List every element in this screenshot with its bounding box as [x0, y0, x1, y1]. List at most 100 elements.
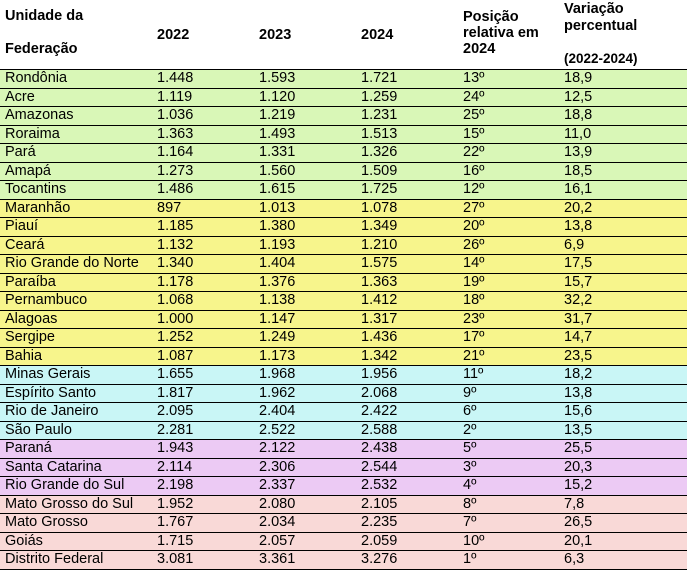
header-uf: Unidade da Federação	[0, 0, 153, 70]
cell-2022: 897	[153, 198, 255, 218]
cell-2024: 2.588	[357, 420, 459, 440]
cell-variacao: 6,9	[560, 235, 687, 255]
cell-2023: 1.376	[255, 272, 357, 292]
cell-variacao: 25,5	[560, 439, 687, 458]
cell-2024: 2.068	[357, 383, 459, 403]
cell-2024: 2.105	[357, 494, 459, 514]
header-2023: 2023	[255, 0, 357, 70]
cell-2022: 2.281	[153, 420, 255, 440]
cell-2024: 1.575	[357, 254, 459, 273]
cell-uf: Minas Gerais	[0, 365, 153, 384]
cell-variacao: 18,9	[560, 69, 687, 88]
cell-2023: 1.120	[255, 87, 357, 107]
header-variacao: Variação percentual (2022-2024)	[560, 0, 687, 70]
header-2022-label: 2022	[157, 27, 190, 43]
cell-2022: 1.164	[153, 143, 255, 162]
cell-2024: 1.326	[357, 143, 459, 162]
cell-2024: 2.059	[357, 531, 459, 551]
cell-variacao: 7,8	[560, 494, 687, 514]
cell-uf: Maranhão	[0, 198, 153, 218]
cell-2023: 1.560	[255, 161, 357, 181]
header-2023-label: 2023	[259, 27, 292, 43]
table-row: Amapá 1.273 1.560 1.509 16º 18,5	[0, 161, 687, 181]
cell-uf: Piauí	[0, 217, 153, 236]
cell-2024: 2.544	[357, 457, 459, 477]
cell-2022: 1.178	[153, 272, 255, 292]
cell-2023: 2.337	[255, 476, 357, 495]
cell-uf: Alagoas	[0, 309, 153, 329]
cell-2024: 1.349	[357, 217, 459, 236]
cell-2024: 1.956	[357, 365, 459, 384]
cell-variacao: 16,1	[560, 180, 687, 199]
cell-2024: 2.422	[357, 402, 459, 421]
table-row: Mato Grosso 1.767 2.034 2.235 7º 26,5	[0, 513, 687, 532]
cell-variacao: 13,8	[560, 217, 687, 236]
cell-2023: 1.173	[255, 346, 357, 366]
table-row: Tocantins 1.486 1.615 1.725 12º 16,1	[0, 180, 687, 199]
cell-variacao: 13,5	[560, 420, 687, 440]
header-variacao-line3: (2022-2024)	[564, 51, 638, 66]
cell-2024: 1.513	[357, 124, 459, 144]
cell-2023: 1.193	[255, 235, 357, 255]
cell-2023: 2.034	[255, 513, 357, 532]
cell-posicao: 9º	[459, 383, 560, 403]
cell-2023: 2.122	[255, 439, 357, 458]
cell-uf: Rio de Janeiro	[0, 402, 153, 421]
header-uf-line2: Federação	[5, 41, 78, 57]
table-row: Rondônia 1.448 1.593 1.721 13º 18,9	[0, 69, 687, 88]
table-row: Acre 1.119 1.120 1.259 24º 12,5	[0, 87, 687, 107]
cell-posicao: 1º	[459, 550, 560, 570]
cell-2022: 1.340	[153, 254, 255, 273]
cell-posicao: 23º	[459, 309, 560, 329]
data-table: Unidade da Federação 2022 2023 2024 Posi…	[0, 0, 687, 570]
cell-posicao: 8º	[459, 494, 560, 514]
cell-2024: 3.276	[357, 550, 459, 570]
table-row: Pará 1.164 1.331 1.326 22º 13,9	[0, 143, 687, 162]
cell-2023: 1.962	[255, 383, 357, 403]
header-2024-label: 2024	[361, 27, 394, 43]
cell-variacao: 18,8	[560, 106, 687, 125]
cell-posicao: 24º	[459, 87, 560, 107]
cell-posicao: 17º	[459, 328, 560, 347]
table-row: Roraima 1.363 1.493 1.513 15º 11,0	[0, 124, 687, 144]
cell-posicao: 6º	[459, 402, 560, 421]
cell-2022: 1.486	[153, 180, 255, 199]
table-row: Rio Grande do Sul 2.198 2.337 2.532 4º 15,2	[0, 476, 687, 495]
header-variacao-label: Variação percentual	[564, 1, 637, 35]
table-row: Sergipe 1.252 1.249 1.436 17º 14,7	[0, 328, 687, 347]
header-posicao-label: Posição relativa em 2024	[463, 9, 539, 57]
cell-2022: 1.767	[153, 513, 255, 532]
table-header: Unidade da Federação 2022 2023 2024 Posi…	[0, 0, 687, 70]
cell-2023: 1.380	[255, 217, 357, 236]
cell-uf: Paraíba	[0, 272, 153, 292]
table-row: Pernambuco 1.068 1.138 1.412 18º 32,2	[0, 291, 687, 310]
cell-2022: 2.095	[153, 402, 255, 421]
cell-uf: Sergipe	[0, 328, 153, 347]
cell-posicao: 25º	[459, 106, 560, 125]
cell-2023: 2.404	[255, 402, 357, 421]
cell-posicao: 11º	[459, 365, 560, 384]
header-uf-line1: Unidade da	[5, 8, 84, 24]
header-posicao-line2: relativa em	[463, 25, 539, 41]
cell-variacao: 17,5	[560, 254, 687, 273]
cell-uf: Ceará	[0, 235, 153, 255]
cell-variacao: 12,5	[560, 87, 687, 107]
cell-variacao: 23,5	[560, 346, 687, 366]
cell-2022: 1.185	[153, 217, 255, 236]
cell-2023: 1.138	[255, 291, 357, 310]
cell-2023: 1.147	[255, 309, 357, 329]
cell-2023: 1.968	[255, 365, 357, 384]
cell-2022: 1.817	[153, 383, 255, 403]
cell-2022: 1.252	[153, 328, 255, 347]
cell-posicao: 12º	[459, 180, 560, 199]
cell-uf: Mato Grosso	[0, 513, 153, 532]
table-row: Alagoas 1.000 1.147 1.317 23º 31,7	[0, 309, 687, 329]
cell-uf: Rio Grande do Norte	[0, 254, 153, 273]
cell-2024: 1.725	[357, 180, 459, 199]
cell-2022: 1.087	[153, 346, 255, 366]
header-posicao: Posição relativa em 2024	[459, 0, 560, 70]
cell-2024: 2.532	[357, 476, 459, 495]
header-row: Unidade da Federação 2022 2023 2024 Posi…	[0, 0, 687, 70]
cell-variacao: 31,7	[560, 309, 687, 329]
cell-2023: 2.057	[255, 531, 357, 551]
